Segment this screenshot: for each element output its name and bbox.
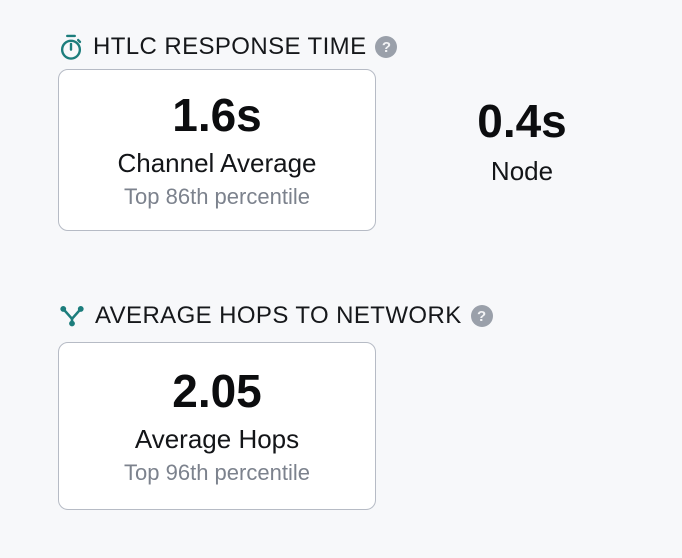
stopwatch-icon <box>58 34 84 61</box>
htlc-channel-average-card: 1.6s Channel Average Top 86th percentile <box>58 69 376 231</box>
section-title-hops: AVERAGE HOPS TO NETWORK <box>95 302 462 329</box>
channel-average-value: 1.6s <box>172 88 262 141</box>
channel-average-label: Channel Average <box>117 147 317 178</box>
average-hops-label: Average Hops <box>134 423 300 454</box>
average-hops-header: AVERAGE HOPS TO NETWORK ? <box>58 302 493 330</box>
network-branch-icon <box>58 303 86 330</box>
help-icon[interactable]: ? <box>470 305 493 327</box>
average-hops-percentile: Top 96th percentile <box>124 459 310 485</box>
average-hops-value: 2.05 <box>172 364 262 417</box>
channel-average-percentile: Top 86th percentile <box>124 183 310 209</box>
section-title-htlc: HTLC RESPONSE TIME <box>93 33 367 60</box>
average-hops-card: 2.05 Average Hops Top 96th percentile <box>58 342 376 510</box>
node-label: Node <box>490 155 554 186</box>
node-value: 0.4s <box>477 95 567 147</box>
help-icon[interactable]: ? <box>375 36 398 58</box>
node-response-time-stat: 0.4s Node <box>440 96 604 187</box>
htlc-response-time-header: HTLC RESPONSE TIME ? <box>58 33 398 61</box>
